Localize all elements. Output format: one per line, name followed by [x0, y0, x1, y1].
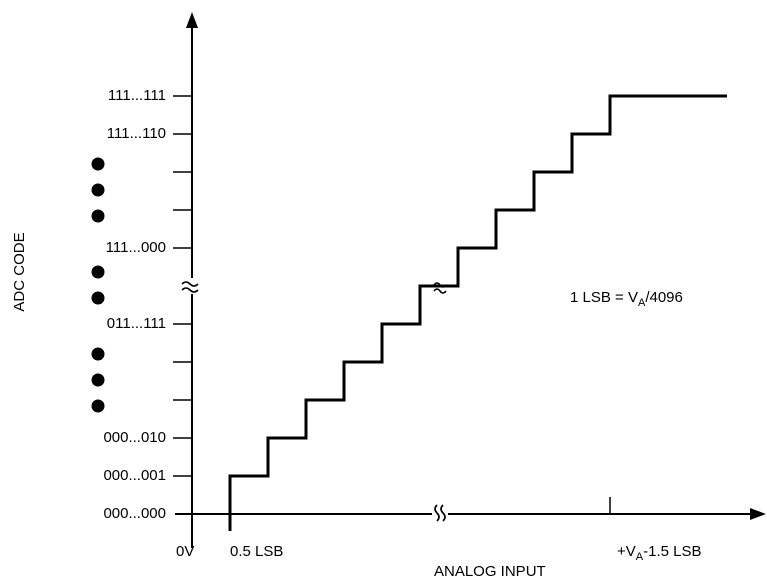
x-label-origin: 0V — [176, 543, 194, 560]
x-label-last-suffix: -1.5 LSB — [643, 543, 701, 560]
y-code-label: 000...010 — [103, 429, 166, 446]
lsb-annotation-suffix: /4096 — [645, 289, 683, 306]
ellipsis-dots-lower — [91, 347, 105, 413]
ellipsis-dot — [91, 209, 105, 223]
x-axis-break — [432, 504, 448, 522]
ellipsis-dot — [91, 265, 105, 279]
x-label-last: +VA-1.5 LSB — [617, 543, 701, 563]
x-axis-title: ANALOG INPUT — [434, 563, 546, 580]
y-axis-arrow — [186, 12, 198, 28]
lsb-annotation-prefix: 1 LSB = V — [570, 289, 638, 306]
y-axis-title: ADC CODE — [11, 232, 28, 311]
ellipsis-dot — [91, 373, 105, 387]
y-code-label: 111...000 — [106, 239, 166, 256]
y-code-label: 000...001 — [103, 467, 166, 484]
y-ticks — [173, 95, 192, 477]
curve-break — [433, 282, 447, 294]
x-label-first: 0.5 LSB — [230, 543, 283, 560]
ellipsis-dot — [91, 157, 105, 171]
ellipsis-dot — [91, 399, 105, 413]
ellipsis-dot — [91, 347, 105, 361]
ellipsis-dot — [91, 183, 105, 197]
y-code-label: 111...110 — [107, 125, 166, 142]
ellipsis-dots-middle — [91, 265, 105, 305]
x-axis-arrow — [750, 508, 766, 520]
y-code-label: 011...111 — [107, 315, 166, 332]
ellipsis-dot — [91, 291, 105, 305]
y-axis-break — [181, 278, 200, 294]
lsb-annotation: 1 LSB = VA/4096 — [570, 289, 683, 309]
x-label-last-prefix: +V — [617, 543, 636, 560]
lsb-annotation-sub: A — [638, 297, 646, 309]
y-code-label: 111...111 — [108, 87, 166, 104]
x-label-last-sub: A — [636, 551, 644, 563]
ellipsis-dots-upper — [91, 157, 105, 223]
y-code-label: 000...000 — [103, 505, 166, 522]
transfer-staircase — [228, 94, 727, 531]
